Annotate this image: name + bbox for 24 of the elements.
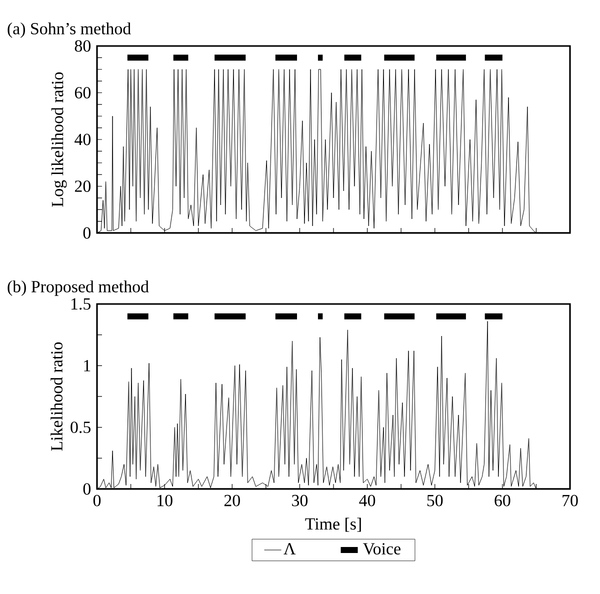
x-tick-label: 0: [93, 494, 101, 506]
y-tick-label: 80: [74, 40, 91, 52]
y-tick-label: 20: [74, 180, 91, 192]
x-axis-title: Time [s]: [305, 518, 361, 532]
legend-label: Voice: [362, 543, 400, 555]
y-tick-label: 0.5: [70, 422, 91, 434]
x-tick-label: 70: [562, 494, 578, 506]
chart-title: (a) Sohn’s method: [8, 22, 131, 38]
y-tick-label: 1: [84, 360, 90, 372]
y-tick-label: 0: [83, 227, 91, 239]
y-tick-label: 60: [74, 87, 91, 98]
x-tick-label: 40: [359, 494, 376, 506]
x-tick-label: 30: [292, 494, 308, 506]
x-tick-label: 50: [427, 494, 443, 506]
x-tick-label: 60: [494, 494, 510, 506]
chart-title: (b) Proposed method: [8, 280, 149, 296]
y-axis-title: Likelihood ratio: [50, 342, 63, 451]
y-tick-label: 40: [74, 134, 91, 146]
y-axis-title: Log likelihood ratio: [51, 72, 67, 207]
y-tick-label: 1.5: [71, 298, 91, 310]
x-tick-label: 20: [224, 494, 240, 506]
x-tick-label: 10: [158, 494, 172, 506]
y-tick-label: 0: [83, 483, 91, 495]
legend-label: Λ: [284, 543, 296, 554]
